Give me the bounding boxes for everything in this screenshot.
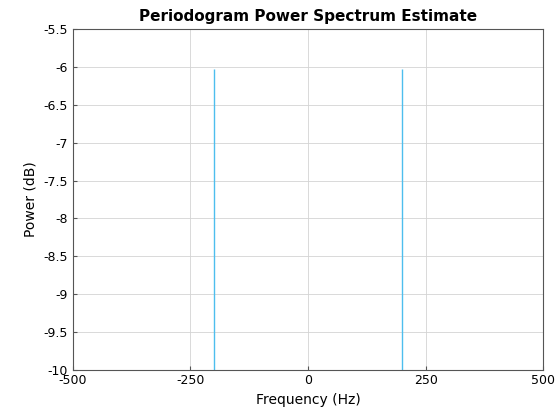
Title: Periodogram Power Spectrum Estimate: Periodogram Power Spectrum Estimate [139, 9, 477, 24]
Y-axis label: Power (dB): Power (dB) [24, 162, 38, 237]
X-axis label: Frequency (Hz): Frequency (Hz) [255, 393, 361, 407]
